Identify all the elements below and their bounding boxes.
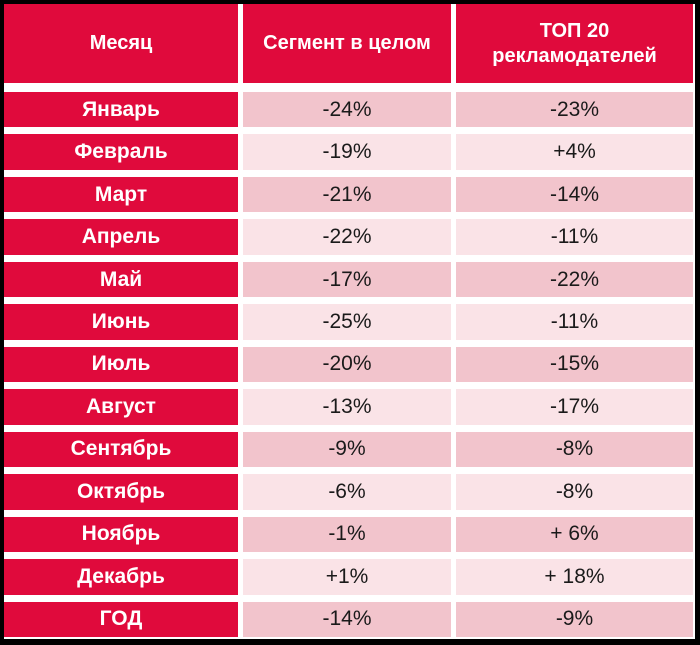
month-cell: Ноябрь <box>4 516 238 553</box>
top20-value-cell: +4% <box>456 134 693 170</box>
header-cell-month: Месяц <box>4 4 238 83</box>
table-body: Январь -24% -23% Февраль -19% +4% Март -… <box>4 92 693 637</box>
segment-value-cell: -24% <box>243 92 451 128</box>
segment-value-cell: -25% <box>243 304 451 340</box>
top20-value-cell: -11% <box>456 304 693 340</box>
top20-value-cell: -9% <box>456 601 693 637</box>
segment-value-cell: -17% <box>243 261 451 298</box>
month-cell: Апрель <box>4 219 238 255</box>
segment-value-cell: -1% <box>243 516 451 553</box>
top20-value-cell: -22% <box>456 261 693 298</box>
segment-value-cell: +1% <box>243 559 451 595</box>
top20-value-cell: -11% <box>456 219 693 255</box>
month-cell: Март <box>4 176 238 213</box>
month-cell: Октябрь <box>4 474 238 510</box>
month-cell: Сентябрь <box>4 431 238 468</box>
top20-value-cell: -17% <box>456 389 693 425</box>
segment-value-cell: -22% <box>243 219 451 255</box>
top20-value-cell: + 18% <box>456 559 693 595</box>
segment-value-cell: -6% <box>243 474 451 510</box>
segment-value-cell: -20% <box>243 346 451 383</box>
top20-value-cell: -8% <box>456 431 693 468</box>
top20-value-cell: -14% <box>456 176 693 213</box>
month-cell-year-total: ГОД <box>4 601 238 637</box>
segment-value-cell: -14% <box>243 601 451 637</box>
header-cell-top20: ТОП 20 рекламодателей <box>456 4 693 83</box>
top20-value-cell: + 6% <box>456 516 693 553</box>
month-cell: Январь <box>4 92 238 128</box>
month-cell: Декабрь <box>4 559 238 595</box>
segment-value-cell: -13% <box>243 389 451 425</box>
segment-value-cell: -21% <box>243 176 451 213</box>
segment-value-cell: -9% <box>243 431 451 468</box>
month-cell: Февраль <box>4 134 238 170</box>
segment-value-cell: -19% <box>243 134 451 170</box>
top20-value-cell: -15% <box>456 346 693 383</box>
month-cell: Август <box>4 389 238 425</box>
header-cell-segment: Сегмент в целом <box>243 4 451 83</box>
month-cell: Июль <box>4 346 238 383</box>
month-cell: Май <box>4 261 238 298</box>
top20-value-cell: -8% <box>456 474 693 510</box>
table-header-row: Месяц Сегмент в целом ТОП 20 рекламодате… <box>4 4 693 83</box>
top20-value-cell: -23% <box>456 92 693 128</box>
month-cell: Июнь <box>4 304 238 340</box>
